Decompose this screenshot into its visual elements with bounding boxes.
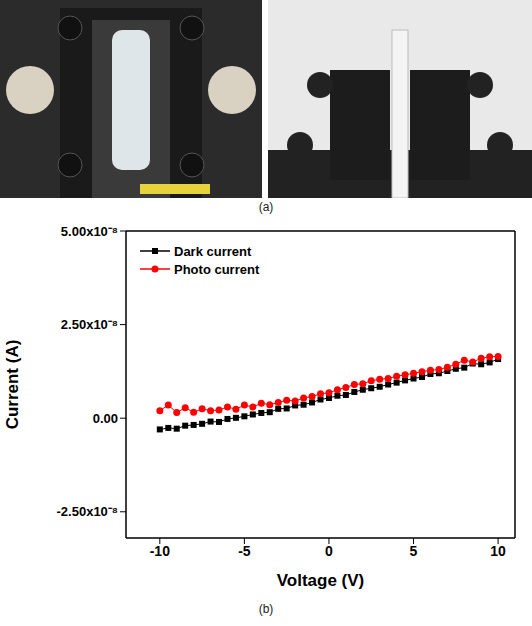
html-text:Dark current: Dark current [174, 243, 252, 259]
html-text:(b): (b) [258, 602, 274, 616]
html-text:Photo current: Photo current [174, 261, 260, 277]
svg-text:-10: -10 [150, 543, 170, 559]
svg-text:0: 0 [325, 543, 333, 559]
svg-text:0.00: 0.00 [93, 411, 118, 426]
svg-text:-5: -5 [238, 543, 251, 559]
html-text:(a): (a) [258, 200, 274, 214]
svg-text:2.50x10⁻⁸: 2.50x10⁻⁸ [61, 317, 118, 332]
svg-text:5.00x10⁻⁸: 5.00x10⁻⁸ [61, 224, 118, 239]
svg-text:-2.50x10⁻⁸: -2.50x10⁻⁸ [57, 504, 118, 519]
svg-text:5: 5 [410, 543, 418, 559]
svg-text:Current (A): Current (A) [3, 340, 22, 430]
svg-text:10: 10 [490, 543, 506, 559]
svg-text:Voltage (V): Voltage (V) [277, 571, 365, 590]
